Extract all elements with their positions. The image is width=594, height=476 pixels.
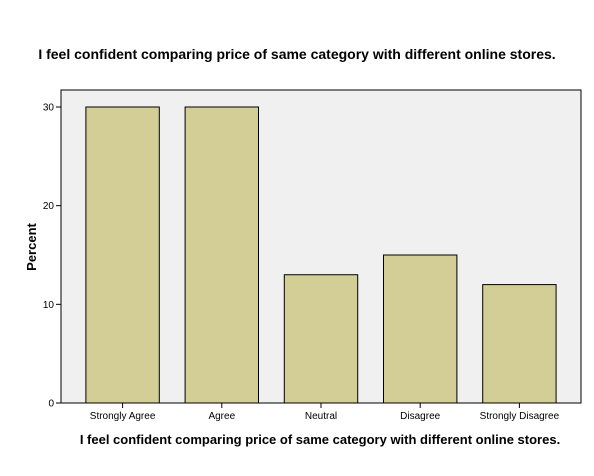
bar-strongly-agree [85, 106, 160, 404]
bar-disagree [382, 254, 458, 404]
y-tick-label-0: 0 [48, 399, 54, 410]
y-tick-label-3: 30 [43, 103, 55, 114]
bar-neutral [283, 274, 359, 404]
x-tick-label-0: Strongly Agree [90, 411, 156, 422]
x-tick-label-2: Neutral [305, 411, 337, 422]
y-tick-label-2: 20 [43, 201, 55, 212]
x-tick-label-4: Strongly Disagree [480, 411, 560, 422]
chart-title: I feel confident comparing price of same… [38, 46, 556, 62]
x-tick-label-3: Disagree [400, 411, 440, 422]
x-axis-title: I feel confident comparing price of same… [79, 432, 561, 447]
y-axis-title: Percent [24, 222, 39, 270]
bar-strongly-disagree [482, 284, 557, 404]
bar-agree [184, 106, 260, 404]
x-tick-label-1: Agree [208, 411, 235, 422]
y-tick-label-1: 10 [43, 300, 55, 311]
